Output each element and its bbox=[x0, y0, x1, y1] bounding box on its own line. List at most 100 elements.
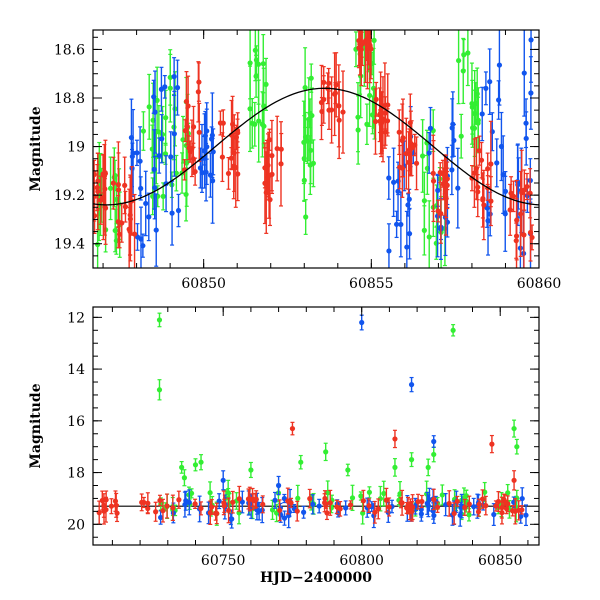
top-data-point bbox=[529, 224, 535, 251]
top-data-point bbox=[186, 135, 192, 161]
top-data-point bbox=[372, 88, 379, 155]
bottom-y-tick-label: 20 bbox=[67, 517, 85, 533]
top-light-curve-panel: 60850 60855 60860 18.6 18.8 19 19.2 19.4 Magnit… bbox=[28, 29, 561, 292]
top-data-point bbox=[485, 152, 491, 186]
top-data-point bbox=[524, 172, 530, 201]
bottom-data-point bbox=[483, 495, 489, 516]
top-data-point bbox=[134, 139, 140, 167]
bottom-outlier-point bbox=[276, 475, 282, 496]
bottom-data-point bbox=[153, 501, 159, 522]
top-chart-marks bbox=[93, 30, 539, 268]
bottom-data-point bbox=[230, 490, 236, 514]
top-data-point bbox=[471, 138, 477, 208]
top-data-point bbox=[174, 59, 181, 116]
bottom-data-point bbox=[310, 494, 316, 515]
bottom-data-point bbox=[383, 487, 389, 513]
top-data-point bbox=[169, 180, 175, 246]
top-data-point bbox=[171, 90, 177, 177]
top-data-point bbox=[386, 156, 392, 200]
top-data-point bbox=[134, 223, 141, 251]
top-data-point bbox=[151, 129, 157, 210]
top-model-curve bbox=[93, 87, 539, 206]
bottom-data-point bbox=[431, 488, 437, 511]
top-data-point bbox=[116, 220, 123, 249]
bottom-data-point bbox=[316, 498, 322, 514]
bottom-y-axis-title: Magnitude bbox=[28, 383, 44, 468]
bottom-data-point bbox=[343, 500, 349, 516]
top-data-point bbox=[146, 73, 152, 140]
bottom-data-point bbox=[139, 493, 145, 512]
top-data-point bbox=[252, 101, 258, 147]
top-data-point bbox=[269, 119, 275, 192]
top-data-point bbox=[449, 98, 455, 158]
top-plot-frame bbox=[92, 29, 540, 269]
bottom-data-point bbox=[288, 497, 294, 508]
top-data-point bbox=[455, 147, 461, 229]
top-data-point bbox=[413, 136, 420, 191]
top-data-point bbox=[399, 103, 405, 178]
top-data-point bbox=[340, 70, 346, 154]
top-data-point bbox=[235, 146, 241, 202]
bottom-outlier-point bbox=[298, 454, 304, 470]
top-data-point bbox=[225, 156, 232, 190]
bottom-data-point bbox=[425, 494, 431, 518]
top-data-point bbox=[353, 31, 359, 68]
top-data-point bbox=[403, 117, 409, 190]
bottom-data-point bbox=[158, 510, 164, 525]
bottom-data-point bbox=[182, 491, 188, 518]
top-data-point bbox=[523, 111, 529, 166]
bottom-data-point bbox=[281, 510, 288, 526]
bottom-data-point bbox=[479, 489, 486, 509]
top-data-point bbox=[391, 147, 397, 218]
top-data-point bbox=[426, 200, 432, 268]
bottom-data-point bbox=[446, 490, 452, 517]
bottom-data-point bbox=[360, 489, 367, 512]
top-data-point bbox=[382, 118, 389, 146]
top-data-point bbox=[427, 106, 434, 150]
top-data-point bbox=[528, 56, 534, 130]
top-x-tick-label: 60855 bbox=[349, 276, 394, 292]
top-data-point bbox=[209, 92, 215, 179]
top-data-point bbox=[502, 175, 508, 252]
top-data-point bbox=[326, 90, 332, 130]
top-y-tick-label: 19 bbox=[67, 140, 85, 156]
bottom-data-point bbox=[145, 492, 151, 515]
bottom-data-point bbox=[164, 493, 170, 519]
bottom-data-point bbox=[96, 500, 102, 525]
top-data-point bbox=[394, 210, 400, 239]
top-data-point bbox=[131, 193, 138, 268]
bottom-y-tick-label: 16 bbox=[67, 414, 85, 430]
bottom-x-tick-label: 60800 bbox=[339, 553, 384, 569]
top-data-point bbox=[336, 64, 342, 148]
bottom-outlier-point bbox=[392, 458, 398, 477]
bottom-data-point bbox=[272, 491, 278, 509]
top-data-point bbox=[255, 30, 262, 105]
top-data-point bbox=[301, 159, 307, 202]
bottom-data-point bbox=[108, 498, 115, 515]
top-data-point bbox=[122, 190, 129, 223]
top-data-point bbox=[162, 75, 168, 99]
bottom-data-point bbox=[523, 504, 529, 527]
top-data-point bbox=[190, 105, 197, 148]
top-data-point bbox=[146, 192, 152, 242]
bottom-x-tick-label: 60850 bbox=[478, 553, 523, 569]
bottom-outlier-point bbox=[511, 470, 517, 491]
top-data-point bbox=[426, 131, 432, 174]
top-data-point bbox=[386, 223, 392, 268]
top-data-point bbox=[137, 126, 143, 197]
bottom-data-point bbox=[327, 489, 333, 516]
bottom-data-point bbox=[245, 488, 252, 510]
bottom-y-tick-label: 18 bbox=[67, 466, 85, 482]
top-y-tick-label: 18.6 bbox=[54, 42, 85, 58]
bottom-data-point bbox=[516, 500, 522, 521]
top-data-point bbox=[115, 152, 122, 228]
top-data-point bbox=[421, 171, 427, 230]
top-data-point bbox=[158, 66, 165, 112]
top-data-point bbox=[217, 110, 224, 136]
bottom-data-point bbox=[466, 495, 472, 513]
top-data-point bbox=[406, 131, 412, 194]
bottom-outlier-point bbox=[489, 434, 495, 454]
top-data-point bbox=[265, 154, 271, 201]
top-data-point bbox=[479, 86, 485, 142]
bottom-data-point bbox=[221, 498, 227, 513]
